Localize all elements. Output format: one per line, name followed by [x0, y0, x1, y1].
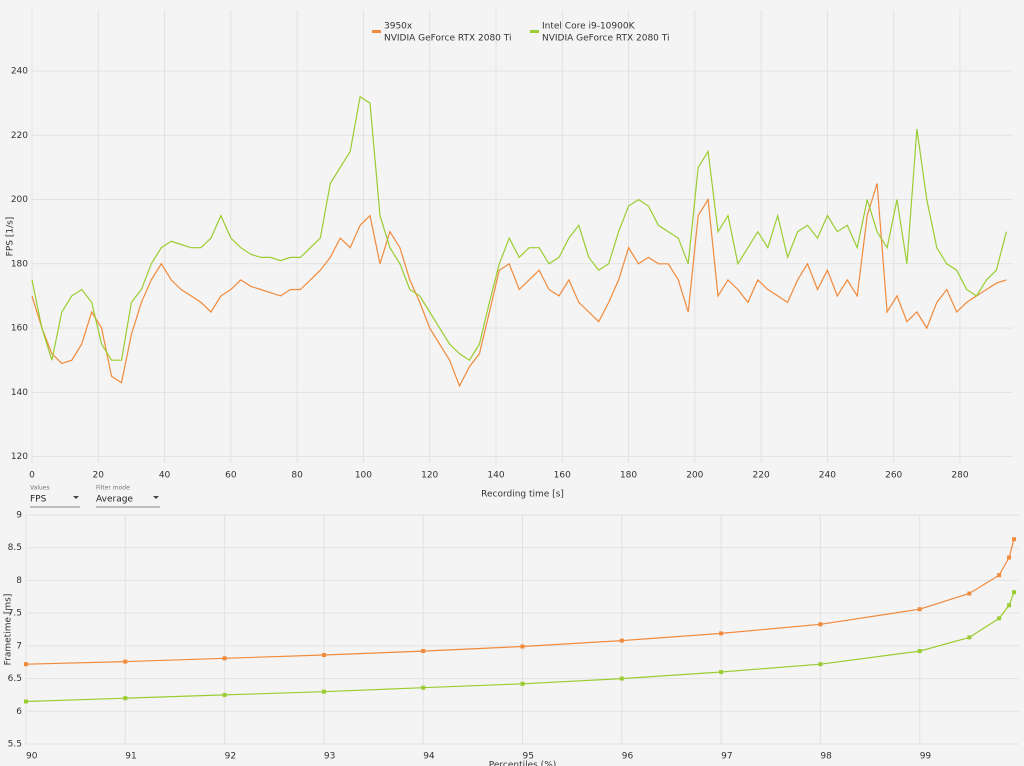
values-choice: FPS	[30, 495, 47, 505]
point-marker	[997, 573, 1002, 578]
legend-label: 3950x	[384, 22, 413, 32]
point-marker	[719, 670, 724, 675]
x-tick-label: 96	[622, 752, 634, 762]
point-marker	[619, 638, 624, 643]
point-marker	[222, 656, 227, 661]
x-tick-label: 92	[225, 752, 236, 762]
x-tick-label: 95	[523, 752, 534, 762]
point-marker	[123, 696, 128, 701]
filter-dropdown[interactable]: Filter mode Average	[96, 485, 160, 508]
legend-label: Intel Core i9-10900K	[542, 22, 636, 32]
x-tick-label: 140	[487, 471, 504, 481]
x-tick-label: 220	[753, 471, 770, 481]
point-marker	[1007, 603, 1012, 608]
y-tick-label: 6	[16, 707, 22, 717]
point-marker	[123, 659, 128, 664]
dropdown-arrow	[153, 496, 159, 499]
x-tick-label: 100	[355, 471, 372, 481]
x-tick-label: 180	[620, 471, 637, 481]
point-marker	[1012, 537, 1017, 542]
point-marker	[1007, 555, 1012, 560]
y-tick-label: 240	[11, 67, 28, 77]
point-marker	[818, 622, 823, 627]
y-tick-label: 160	[11, 324, 28, 334]
y-axis-label: Frametime [ms]	[4, 594, 14, 666]
point-marker	[421, 649, 426, 654]
x-tick-label: 94	[423, 752, 435, 762]
y-tick-label: 7	[16, 641, 22, 651]
y-tick-label: 8.5	[8, 543, 22, 553]
point-marker	[222, 692, 227, 697]
legend-sublabel: NVIDIA GeForce RTX 2080 Ti	[384, 34, 511, 44]
point-marker	[917, 649, 922, 654]
values-dropdown[interactable]: Values FPS	[30, 485, 80, 508]
y-tick-label: 200	[11, 195, 28, 205]
y-tick-label: 6.5	[8, 674, 22, 684]
point-marker	[917, 607, 922, 612]
y-tick-label: 120	[11, 452, 28, 462]
x-tick-label: 91	[125, 752, 136, 762]
y-tick-label: 5.5	[8, 740, 22, 750]
point-marker	[421, 685, 426, 690]
filter-choice: Average	[96, 495, 133, 505]
y-tick-label: 140	[11, 388, 28, 398]
y-tick-label: 8	[16, 576, 22, 586]
x-tick-label: 60	[225, 471, 237, 481]
point-marker	[967, 591, 972, 596]
series-line	[31, 183, 1007, 388]
y-axis-label: FPS [1/s]	[6, 217, 16, 257]
filter-label: Filter mode	[96, 485, 130, 492]
y-tick-label: 180	[11, 259, 28, 269]
x-tick-label: 260	[885, 471, 902, 481]
legend-swatch	[372, 30, 381, 33]
x-tick-label: 98	[820, 752, 832, 762]
x-tick-label: 80	[291, 471, 303, 481]
series-line	[25, 591, 1015, 703]
legend-swatch	[530, 30, 539, 33]
x-tick-label: 20	[93, 471, 105, 481]
point-marker	[997, 616, 1002, 621]
x-tick-label: 280	[951, 471, 968, 481]
dropdown-arrow	[73, 496, 79, 499]
x-tick-label: 120	[421, 471, 438, 481]
x-tick-label: 90	[26, 752, 38, 762]
series-line	[31, 95, 1007, 362]
x-tick-label: 0	[29, 471, 35, 481]
y-tick-label: 220	[11, 131, 28, 141]
x-tick-label: 99	[920, 752, 932, 762]
x-tick-label: 200	[686, 471, 703, 481]
x-tick-label: 160	[554, 471, 571, 481]
point-marker	[321, 689, 326, 694]
x-tick-label: 97	[721, 752, 732, 762]
point-marker	[24, 662, 28, 667]
values-label: Values	[30, 485, 50, 492]
x-tick-label: 240	[819, 471, 836, 481]
point-marker	[24, 699, 28, 704]
y-tick-label: 7.5	[8, 609, 22, 619]
point-marker	[619, 676, 624, 681]
x-axis-label: Recording time [s]	[481, 490, 564, 500]
point-marker	[520, 681, 525, 686]
x-axis-label: Percentiles (%)	[489, 761, 557, 766]
point-marker	[967, 635, 972, 640]
point-marker	[321, 653, 326, 658]
series-line	[25, 539, 1015, 665]
legend-sublabel: NVIDIA GeForce RTX 2080 Ti	[542, 34, 669, 44]
point-marker	[520, 644, 525, 649]
x-tick-label: 93	[324, 752, 335, 762]
x-tick-label: 40	[159, 471, 171, 481]
point-marker	[818, 662, 823, 667]
point-marker	[1012, 590, 1017, 595]
y-tick-label: 9	[16, 511, 22, 521]
point-marker	[719, 631, 724, 636]
